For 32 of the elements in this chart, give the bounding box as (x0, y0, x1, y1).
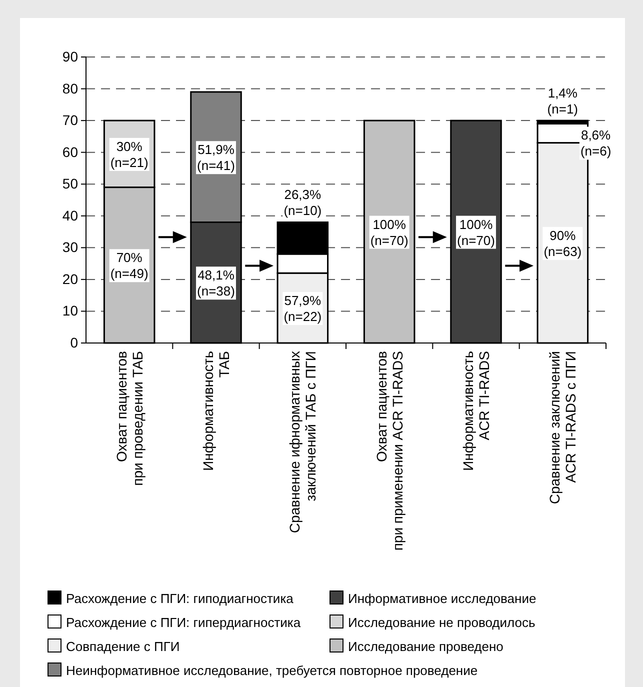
legend-label: Информативное исследование (348, 591, 536, 606)
y-tick-label: 50 (62, 176, 78, 192)
y-tick-label: 90 (62, 48, 78, 64)
data-label: 48,1% (n=38) (197, 268, 235, 299)
data-label: 100% (n=70) (370, 216, 408, 248)
legend-label: Исследование проведено (348, 639, 504, 654)
x-tick-label: Охват пациентов при проведении ТАБ (113, 351, 146, 486)
y-tick-label: 0 (70, 334, 78, 350)
data-label: 8,6% (n=6) (580, 128, 612, 159)
y-tick-label: 10 (62, 302, 78, 319)
data-label: 51,9% (n=41) (197, 142, 235, 174)
x-tick-label: Сравнение заключений ACR TI-RADS с ПГИ (546, 351, 579, 504)
data-label: 26,3% (n=10) (284, 187, 322, 218)
legend-label: Неинформативное исследование, требуется повторное проведение (66, 663, 478, 678)
data-label: 100% (n=70) (457, 216, 495, 248)
legend-label: Расхождение с ПГИ: гипердиагностика (66, 615, 302, 630)
data-label: 70% (n=49) (110, 250, 148, 282)
y-tick-label: 40 (62, 207, 78, 224)
y-tick-label: 70 (62, 112, 78, 128)
data-label: 90% (n=63) (544, 228, 582, 259)
x-tick-label: Информативность ТАБ (200, 351, 232, 471)
x-tick-label: Сравнение ифнормативных заключений ТАБ с ПГИ (286, 351, 319, 534)
y-tick-label: 30 (62, 239, 78, 256)
data-label: 1,4% (n=1) (547, 86, 578, 117)
legend-label: Расхождение с ПГИ: гиподиагностика (66, 591, 294, 606)
legend-label: Исследование не проводилось (348, 615, 536, 630)
data-label: 30% (n=21) (110, 138, 148, 170)
y-tick-label: 80 (62, 80, 78, 96)
data-label: 57,9% (n=22) (284, 293, 322, 324)
y-tick-label: 20 (62, 270, 78, 287)
legend-label: Совпадение с ПГИ (66, 639, 180, 654)
y-tick-label: 60 (62, 144, 78, 160)
